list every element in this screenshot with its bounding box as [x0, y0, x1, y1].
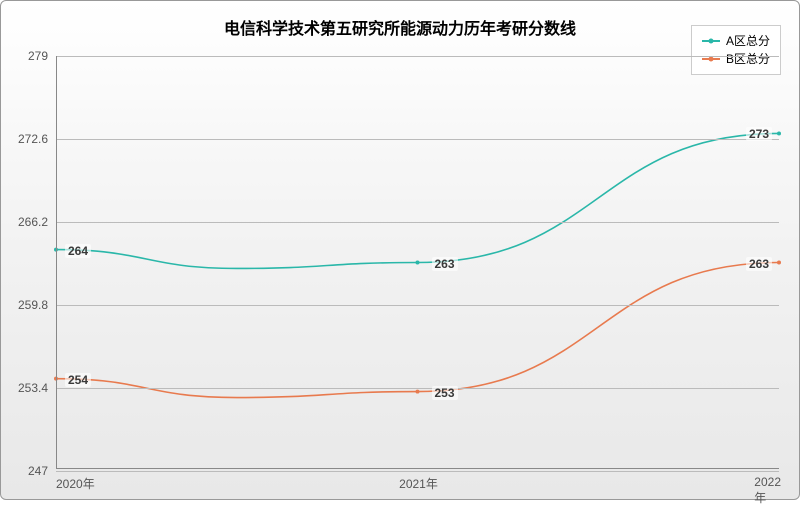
series-line: [56, 263, 779, 398]
x-tick-label: 2021年: [399, 475, 438, 492]
y-tick-label: 253.4: [18, 381, 48, 395]
y-axis: [56, 56, 57, 469]
y-tick-label: 247: [28, 464, 48, 478]
gridline: [56, 305, 779, 306]
x-axis: [56, 468, 779, 469]
data-label: 253: [431, 386, 457, 400]
data-point: [416, 261, 420, 265]
x-tick-label: 2022年: [754, 475, 781, 506]
line-layer: [56, 56, 779, 469]
gridline: [56, 56, 779, 57]
y-tick-label: 259.8: [18, 298, 48, 312]
chart-container: 电信科学技术第五研究所能源动力历年考研分数线 A区总分 B区总分 247253.…: [0, 0, 800, 500]
legend-swatch-a: [702, 40, 720, 42]
legend-item-a: A区总分: [702, 32, 770, 50]
data-label: 273: [746, 127, 772, 141]
plot-area: 247253.4259.8266.2272.62792020年2021年2022…: [56, 56, 779, 469]
y-tick-label: 266.2: [18, 215, 48, 229]
data-label: 264: [65, 244, 91, 258]
chart-title: 电信科学技术第五研究所能源动力历年考研分数线: [224, 15, 576, 39]
data-label: 263: [431, 257, 457, 271]
gridline: [56, 222, 779, 223]
legend-label-a: A区总分: [726, 32, 770, 50]
data-point: [777, 261, 781, 265]
gridline: [56, 139, 779, 140]
gridline: [56, 388, 779, 389]
series-line: [56, 133, 779, 268]
data-point: [777, 131, 781, 135]
y-tick-label: 272.6: [18, 132, 48, 146]
data-label: 254: [65, 373, 91, 387]
data-label: 263: [746, 257, 772, 271]
x-tick-label: 2020年: [56, 475, 95, 492]
gridline: [56, 471, 779, 472]
data-point: [416, 390, 420, 394]
y-tick-label: 279: [28, 49, 48, 63]
